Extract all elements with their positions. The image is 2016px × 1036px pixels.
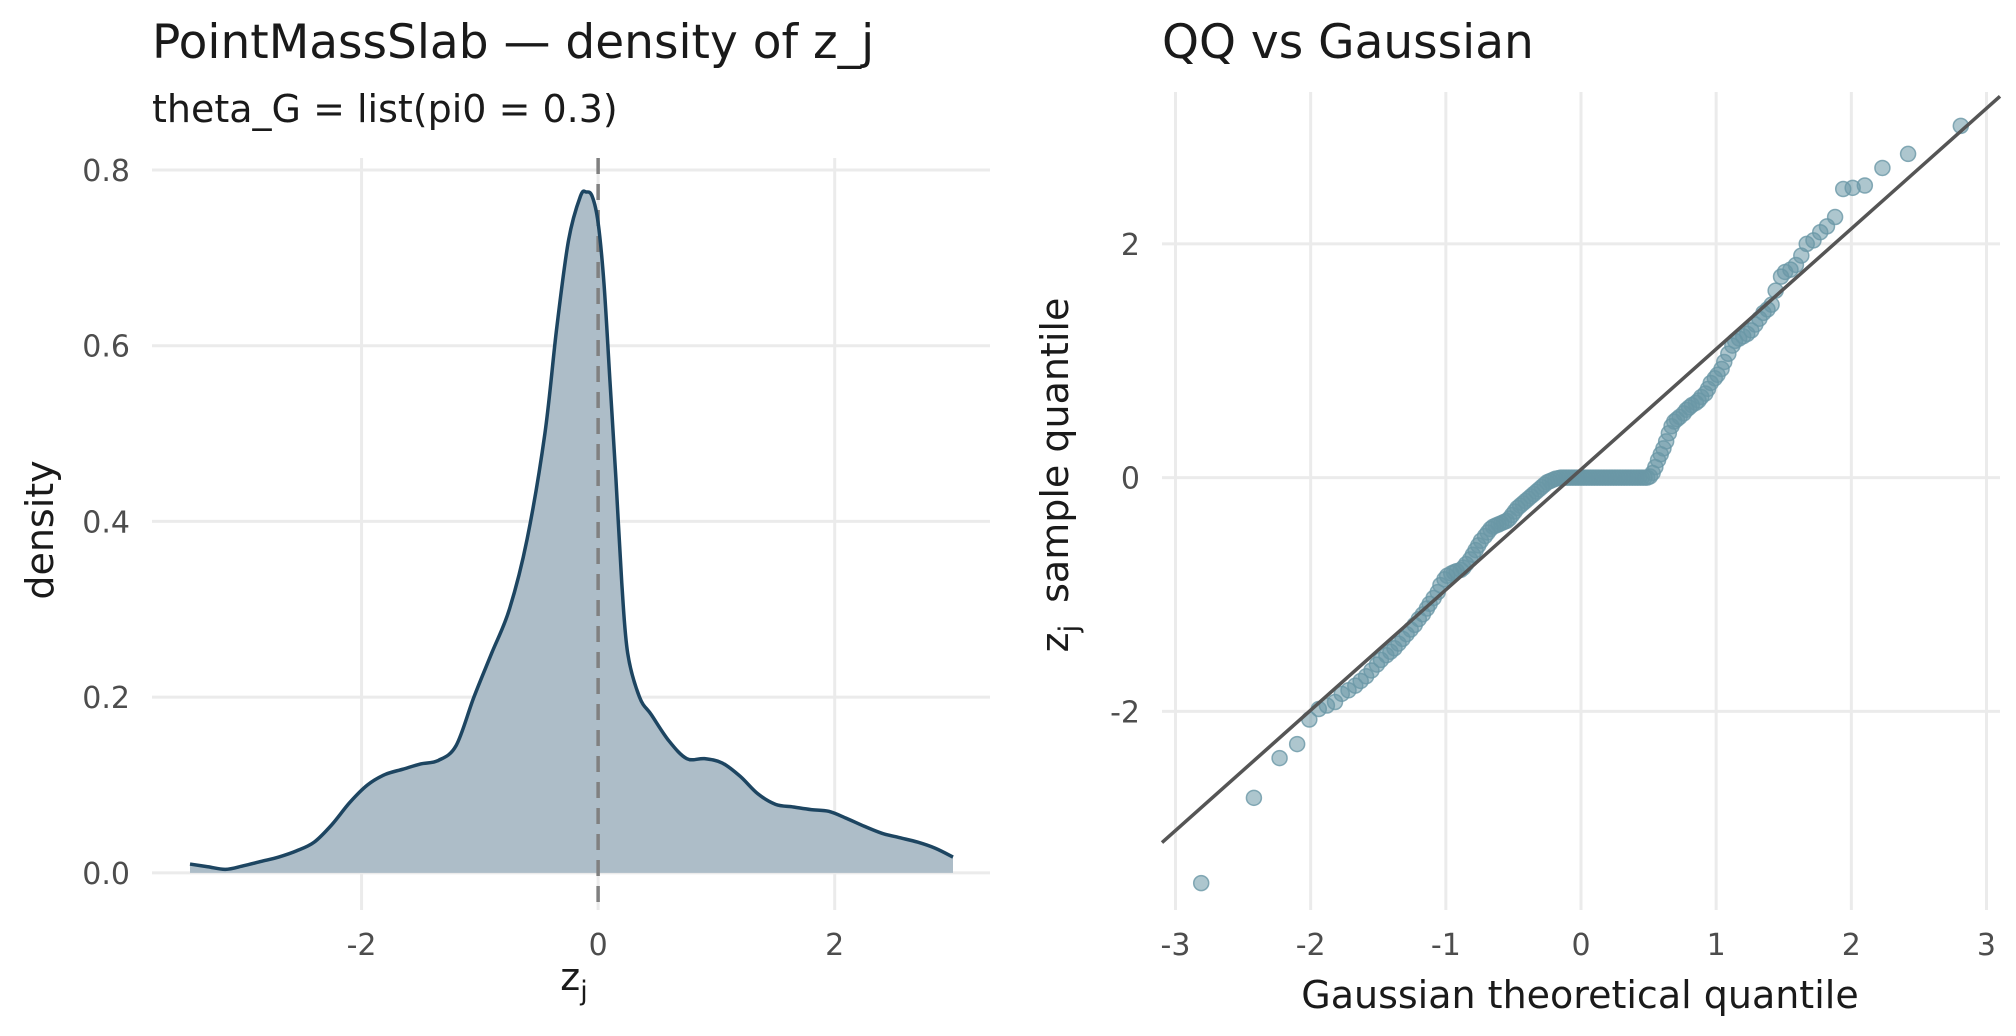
density-x-tick-label: 2 bbox=[825, 928, 844, 963]
density-y-tick-label: 0.8 bbox=[82, 154, 130, 189]
qq-x-tick-label: -2 bbox=[1296, 928, 1326, 963]
qq-y-axis-title-text: sample quantile bbox=[1033, 298, 1077, 603]
density-area bbox=[190, 191, 953, 873]
qq-x-tick-labels: -3 -2 -1 0 1 2 3 bbox=[1161, 928, 1996, 963]
density-chart-subtitle: theta_G = list(pi0 = 0.3) bbox=[152, 87, 618, 131]
qq-plot-area bbox=[1160, 95, 2002, 892]
qq-y-tick-label: -2 bbox=[1110, 695, 1140, 730]
qq-panel: QQ vs Gaussian -2 0 2 -3 -2 -1 0 1 2 3 Gaussian … bbox=[1033, 15, 2002, 1017]
density-plot-area bbox=[189, 158, 954, 910]
qq-point bbox=[1192, 874, 1210, 892]
qq-chart-title: QQ vs Gaussian bbox=[1162, 15, 1534, 70]
density-x-tick-label: -2 bbox=[347, 928, 377, 963]
qq-x-tick-label: 1 bbox=[1707, 928, 1726, 963]
density-x-tick-label: 0 bbox=[589, 928, 608, 963]
density-y-tick-label: 0.6 bbox=[82, 330, 130, 365]
density-x-axis-title-subscript: j bbox=[579, 976, 588, 1007]
qq-point bbox=[1856, 177, 1874, 194]
density-y-tick-label: 0.0 bbox=[82, 857, 130, 892]
qq-y-tick-labels: -2 0 2 bbox=[1110, 228, 1140, 730]
qq-x-tick-label: 3 bbox=[1977, 928, 1996, 963]
qq-reference-line bbox=[1160, 95, 2002, 844]
qq-x-axis-title: Gaussian theoretical quantile bbox=[1301, 973, 1858, 1017]
qq-y-tick-label: 0 bbox=[1121, 462, 1140, 497]
qq-gridlines bbox=[1162, 92, 2000, 910]
qq-point bbox=[1271, 749, 1288, 767]
density-y-axis-title: density bbox=[18, 460, 62, 599]
density-x-axis-title-base: z bbox=[560, 955, 580, 999]
density-x-axis-title: zj bbox=[560, 955, 587, 1007]
qq-y-tick-label: 2 bbox=[1121, 228, 1140, 263]
density-x-tick-labels: -2 0 2 bbox=[347, 928, 845, 963]
density-panel: PointMassSlab — density of z_j theta_G =… bbox=[18, 15, 990, 1007]
qq-y-axis-title-base: z bbox=[1033, 632, 1077, 652]
density-y-tick-label: 0.2 bbox=[82, 681, 130, 716]
qq-x-tick-label: -1 bbox=[1431, 928, 1461, 963]
qq-y-axis-title: zj sample quantile bbox=[1033, 298, 1085, 653]
qq-point bbox=[1899, 145, 1917, 163]
qq-point bbox=[1826, 208, 1844, 226]
density-chart-title: PointMassSlab — density of z_j bbox=[152, 15, 874, 70]
qq-y-axis-title-subscript: j bbox=[1054, 625, 1085, 634]
qq-x-tick-label: 0 bbox=[1571, 928, 1590, 963]
qq-x-tick-label: 2 bbox=[1842, 928, 1861, 963]
qq-point bbox=[1245, 789, 1263, 807]
density-y-tick-label: 0.4 bbox=[82, 505, 130, 540]
qq-point bbox=[1874, 159, 1891, 177]
density-curve bbox=[189, 189, 954, 872]
qq-x-tick-label: -3 bbox=[1161, 928, 1191, 963]
density-y-tick-labels: 0.0 0.2 0.4 0.6 0.8 bbox=[82, 154, 130, 892]
qq-point bbox=[1288, 735, 1306, 753]
